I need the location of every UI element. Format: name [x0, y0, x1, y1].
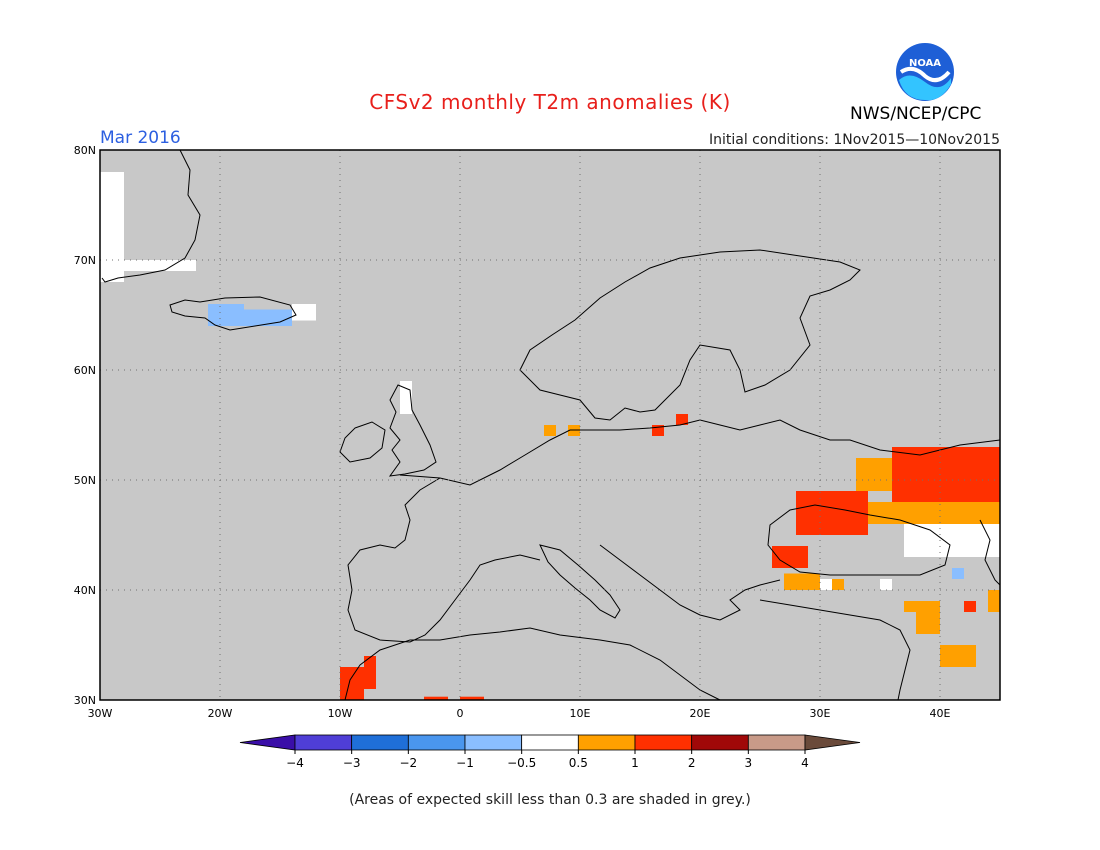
legend-label: −0.5: [507, 756, 536, 770]
anomaly-cell: [820, 579, 832, 590]
map-frame: [99, 149, 1001, 701]
anomaly-cells: [100, 172, 1000, 700]
latitude-label: 70N: [74, 254, 96, 267]
forecast-month: Mar 2016: [100, 128, 181, 148]
latitude-label: 80N: [74, 144, 96, 157]
anomaly-cell: [424, 696, 448, 700]
legend-label: −1: [456, 756, 474, 770]
legend-swatch: [747, 734, 806, 751]
anomaly-cell: [292, 304, 316, 321]
anomaly-cell: [208, 304, 244, 326]
anomaly-cell: [460, 696, 484, 700]
legend-label: 2: [688, 756, 696, 770]
legend-label: 0.5: [569, 756, 588, 770]
anomaly-cell: [772, 546, 808, 568]
page-title: CFSv2 monthly T2m anomalies (K): [369, 90, 731, 114]
latitude-labels: 30N 40N 50N 60N 70N 80N: [74, 144, 96, 707]
anomaly-cell: [832, 579, 844, 590]
anomaly-cell: [364, 656, 376, 689]
anomaly-cell: [856, 458, 892, 491]
anomaly-cell: [952, 568, 964, 579]
longitude-label: 40E: [930, 707, 951, 720]
legend-swatch-low-arrow: [239, 734, 296, 751]
latitude-label: 50N: [74, 474, 96, 487]
longitude-label: 10W: [328, 707, 353, 720]
anomaly-cell: [340, 667, 364, 700]
anomaly-cell: [100, 172, 124, 282]
latitude-label: 30N: [74, 694, 96, 707]
anomaly-cell: [784, 573, 820, 590]
legend-swatch: [691, 734, 749, 751]
legend-swatch: [351, 734, 409, 751]
skill-footnote: (Areas of expected skill less than 0.3 a…: [349, 792, 751, 808]
longitude-labels: 30W 20W 10W 0 10E 20E 30E 40E: [88, 707, 951, 720]
legend-swatch: [464, 734, 523, 751]
latitude-label: 40N: [74, 584, 96, 597]
legend-swatch: [521, 734, 579, 751]
legend-swatch-high-arrow: [804, 734, 861, 751]
legend-label: 4: [801, 756, 809, 770]
legend-label: 1: [631, 756, 639, 770]
anomaly-cell: [400, 381, 412, 414]
anomaly-cell: [544, 425, 556, 436]
legend-label: −2: [399, 756, 417, 770]
anomaly-cell: [868, 502, 1000, 524]
legend-swatch: [577, 734, 636, 751]
anomaly-cell: [904, 601, 940, 612]
longitude-label: 30E: [810, 707, 831, 720]
longitude-label: 10E: [570, 707, 591, 720]
coastlines: [101, 149, 1001, 701]
longitude-label: 0: [457, 707, 464, 720]
legend-swatch: [294, 734, 353, 751]
anomaly-cell: [904, 524, 1000, 557]
anomaly-cell: [880, 579, 892, 590]
anomaly-cell: [964, 601, 976, 612]
anomaly-cell: [124, 260, 196, 271]
legend-swatch: [634, 734, 693, 751]
noaa-logo-icon: NOAA: [895, 42, 955, 106]
anomaly-cell: [940, 645, 976, 667]
initial-conditions: Initial conditions: 1Nov2015—10Nov2015: [708, 132, 1000, 148]
anomaly-cell: [916, 612, 940, 634]
lat-lon-gridlines: [100, 150, 1000, 700]
anomaly-cell: [988, 590, 1000, 612]
color-legend: −4 −3 −2 −1 −0.5 0.5 1 2 3 4: [239, 734, 861, 770]
legend-label: −4: [286, 756, 304, 770]
anomaly-cell: [676, 414, 688, 425]
legend-label: −3: [343, 756, 361, 770]
agency-label: NWS/NCEP/CPC: [850, 104, 982, 124]
longitude-label: 20W: [208, 707, 233, 720]
anomaly-cell: [652, 425, 664, 436]
legend-label: 3: [745, 756, 753, 770]
logo-text: NOAA: [909, 58, 941, 69]
anomaly-cell: [796, 491, 868, 535]
latitude-label: 60N: [74, 364, 96, 377]
anomaly-cell: [892, 447, 1000, 502]
longitude-label: 30W: [88, 707, 113, 720]
legend-swatch: [407, 734, 466, 751]
longitude-label: 20E: [690, 707, 711, 720]
